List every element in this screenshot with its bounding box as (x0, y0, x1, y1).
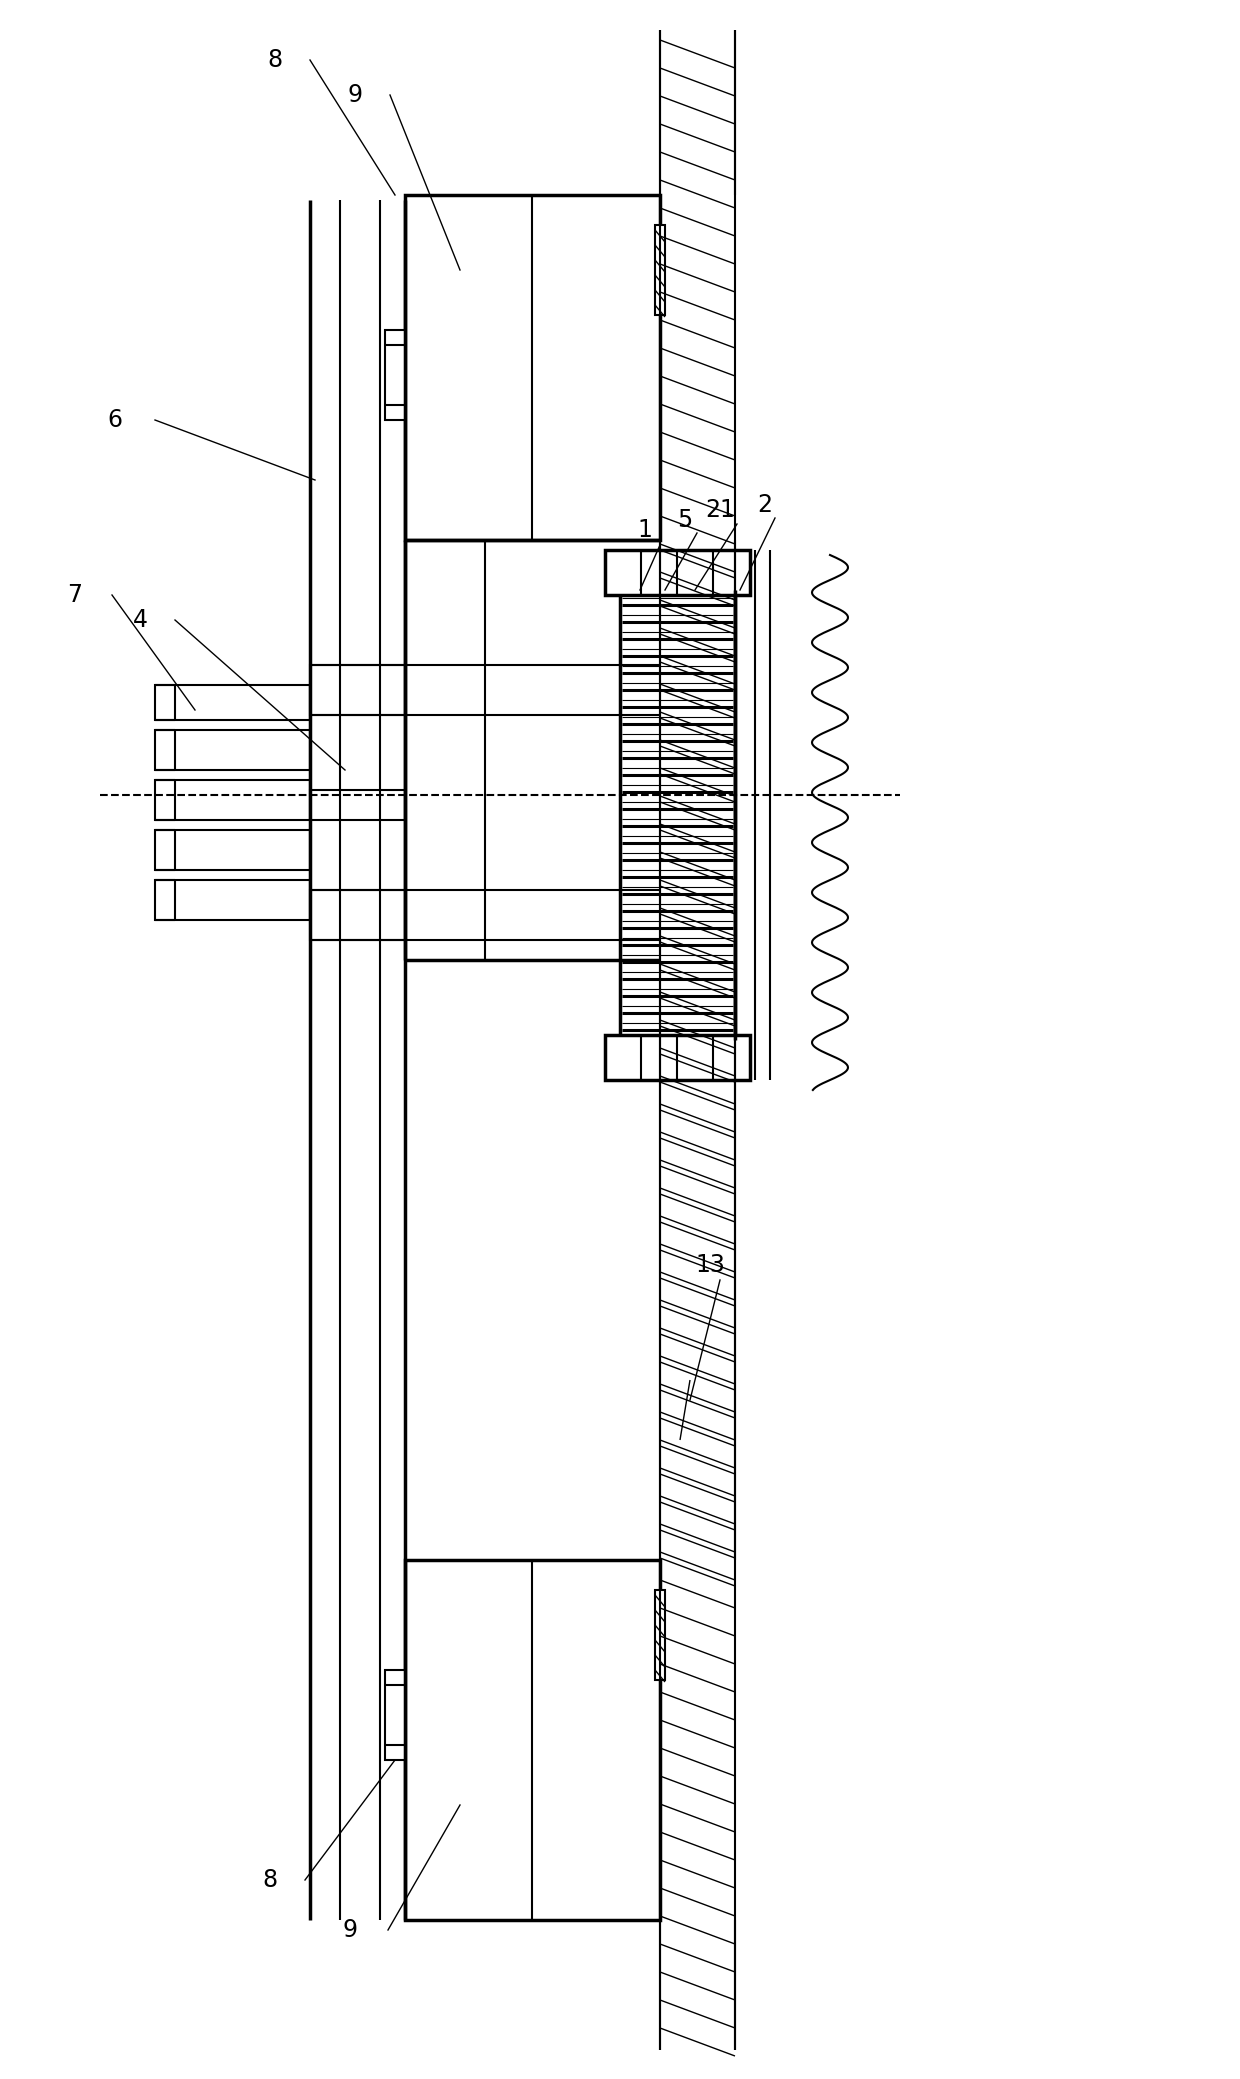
Text: 9: 9 (342, 1919, 357, 1942)
Bar (310, 890, 405, 940)
Text: 5: 5 (677, 507, 693, 532)
Bar (384, 331, 405, 420)
Text: 2: 2 (758, 493, 773, 518)
Bar (605, 551, 750, 595)
Bar (155, 684, 310, 719)
Text: 8: 8 (268, 48, 283, 73)
Text: 6: 6 (108, 407, 123, 432)
Bar (155, 879, 310, 921)
Bar (405, 1559, 660, 1921)
Bar (310, 790, 405, 819)
Bar (155, 780, 310, 819)
Bar (655, 225, 665, 316)
Bar (605, 1035, 750, 1079)
Text: 9: 9 (347, 83, 362, 106)
Bar (655, 1590, 665, 1680)
Text: 1: 1 (637, 518, 652, 543)
Bar (310, 665, 405, 715)
Bar (620, 590, 735, 1040)
Bar (405, 195, 660, 541)
Text: 4: 4 (133, 607, 148, 632)
Bar (384, 1669, 405, 1761)
Text: 7: 7 (67, 582, 83, 607)
Bar (155, 730, 310, 769)
Bar (155, 830, 310, 869)
Text: 21: 21 (706, 499, 735, 522)
Text: 8: 8 (263, 1869, 278, 1892)
Text: 13: 13 (696, 1254, 725, 1277)
